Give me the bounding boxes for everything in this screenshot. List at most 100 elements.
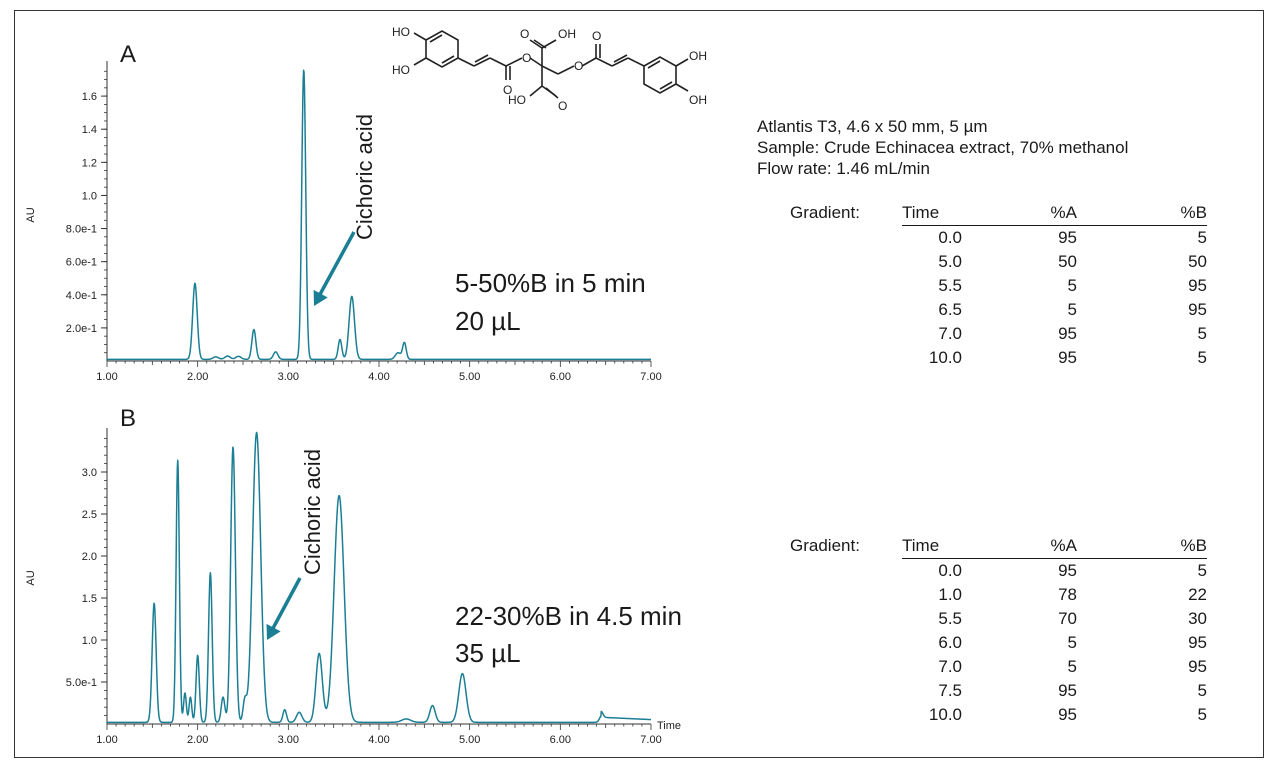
flow-rate-info: Flow rate: 1.46 mL/min: [757, 159, 930, 178]
y-axis-label: AU: [25, 570, 37, 585]
x-tick-label: 2.00: [187, 371, 208, 383]
gradient-percent-b: 50: [1188, 251, 1207, 271]
gradient-percent-a: 5: [1067, 299, 1077, 319]
gradient-time: 1.0: [938, 584, 962, 604]
gradient-percent-a: 50: [1058, 251, 1077, 271]
gradient-row: 7.0 95 5: [902, 322, 1207, 346]
gradient-percent-a: 95: [1058, 227, 1077, 247]
gradient-row: 0.0 95 5: [902, 226, 1207, 250]
y-tick-label: 6.0e-1: [66, 257, 97, 269]
arrow-head: [266, 623, 281, 640]
x-tick-label: 5.00: [459, 371, 480, 383]
structure-label: O: [520, 27, 529, 41]
x-tick-label: 4.00: [368, 371, 389, 383]
gradient-percent-b: 5: [1197, 347, 1207, 367]
gradient-time: 6.0: [938, 632, 962, 652]
y-tick-label: 1.5: [82, 593, 97, 605]
gradient-header-time: Time: [902, 201, 962, 226]
structure-label: O: [574, 59, 583, 73]
gradient-percent-a: 5: [1067, 275, 1077, 295]
gradient-header-b: %B: [1107, 534, 1207, 559]
panel-label: B: [120, 405, 136, 432]
gradient-percent-b: 5: [1197, 704, 1207, 724]
gradient-time: 7.5: [938, 680, 962, 700]
gradient-percent-a: 95: [1058, 347, 1077, 367]
x-tick-label: 6.00: [550, 734, 571, 746]
gradient-time: 0.0: [938, 227, 962, 247]
structure-label: O: [503, 83, 512, 97]
structure-label: OH: [558, 27, 576, 41]
gradient-percent-a: 70: [1058, 608, 1077, 628]
annotation-arrow: [269, 577, 302, 633]
gradient-header-a: %A: [962, 201, 1107, 226]
structure-label: O: [558, 99, 567, 113]
y-tick-label: 2.0: [82, 551, 97, 563]
x-tick-label: 7.00: [640, 371, 661, 383]
structure-label: OH: [689, 93, 707, 107]
cichoric-acid-structure: HO HO O OH O O O O HO O OH OH: [392, 25, 707, 113]
gradient-time: 10.0: [928, 704, 962, 724]
gradient-table-b: Gradient: Time %A %B 0.0 95 5 1.0 78 22 5.5 70 3…: [790, 534, 1207, 727]
structure-label: HO: [392, 63, 410, 77]
gradient-time: 5.5: [938, 275, 962, 295]
gradient-percent-b: 5: [1197, 680, 1207, 700]
gradient-table-a: Gradient: Time %A %B 0.0 95 5 5.0 50 50 5.5 5 95…: [790, 201, 1207, 370]
gradient-percent-b: 95: [1188, 632, 1207, 652]
gradient-percent-b: 5: [1197, 227, 1207, 247]
gradient-row: 5.5 5 95: [902, 274, 1207, 298]
y-tick-label: 1.6: [82, 91, 97, 103]
x-tick-label: 2.00: [187, 734, 208, 746]
gradient-row: 7.0 5 95: [902, 655, 1207, 679]
y-tick-label: 1.4: [82, 124, 97, 136]
gradient-row: 6.5 5 95: [902, 298, 1207, 322]
gradient-header-time: Time: [902, 534, 962, 559]
panel-label: A: [120, 41, 136, 68]
annotation-label: Cichoric acid: [352, 114, 377, 240]
gradient-percent-b: 5: [1197, 560, 1207, 580]
gradient-row: 1.0 78 22: [902, 583, 1207, 607]
structure-label: O: [522, 51, 531, 65]
y-tick-label: 3.0: [82, 467, 97, 479]
gradient-row: 10.0 95 5: [902, 346, 1207, 370]
arrow-head: [313, 289, 328, 306]
y-tick-label: 1.2: [82, 157, 97, 169]
gradient-time: 6.5: [938, 299, 962, 319]
figure-frame: [14, 10, 1264, 758]
sample-info: Sample: Crude Echinacea extract, 70% met…: [757, 138, 1129, 157]
structure-label: HO: [508, 93, 526, 107]
x-tick-label: 6.00: [550, 371, 571, 383]
gradient-percent-a: 95: [1058, 704, 1077, 724]
y-tick-label: 4.0e-1: [66, 290, 97, 302]
gradient-header-a: %A: [962, 534, 1107, 559]
x-tick-label: 5.00: [459, 734, 480, 746]
structure-label: O: [592, 29, 601, 43]
chromatogram-trace: [106, 69, 652, 361]
y-tick-label: 5.0e-1: [66, 677, 97, 689]
y-tick-label: 1.0: [82, 190, 97, 202]
condition-text: 5-50%B in 5 min: [455, 268, 646, 298]
gradient-time: 7.0: [938, 656, 962, 676]
structure-label: OH: [689, 49, 707, 63]
gradient-row: 0.0 95 5: [902, 559, 1207, 583]
method-info: Atlantis T3, 4.6 x 50 mm, 5 µm Sample: C…: [757, 116, 1128, 179]
y-tick-label: 1.0: [82, 635, 97, 647]
x-tick-label: 4.00: [368, 734, 389, 746]
gradient-percent-b: 5: [1197, 323, 1207, 343]
chart-panel-a: 1.00 2.00 3.00 4.00 5.00 6.00 7.00 2.0e-1 4.0e-1…: [25, 41, 662, 383]
gradient-percent-b: 22: [1188, 584, 1207, 604]
x-tick-label: 3.00: [278, 734, 299, 746]
x-tick-label: 7.00: [640, 734, 661, 746]
gradient-percent-b: 95: [1188, 275, 1207, 295]
y-axis-label: AU: [25, 207, 37, 222]
gradient-time: 5.0: [938, 251, 962, 271]
gradient-row: 5.5 70 30: [902, 607, 1207, 631]
chromatogram-trace: [106, 431, 652, 724]
gradient-percent-a: 5: [1067, 656, 1077, 676]
x-axis-label: Time: [657, 720, 681, 732]
gradient-percent-a: 95: [1058, 680, 1077, 700]
chart-panel-b: 1.00 2.00 3.00 4.00 5.00 6.00 7.00 5.0e-1 1.0 1.5…: [25, 405, 682, 746]
gradient-percent-a: 95: [1058, 323, 1077, 343]
condition-text: 20 µL: [455, 306, 521, 336]
condition-text: 22-30%B in 4.5 min: [455, 601, 682, 631]
